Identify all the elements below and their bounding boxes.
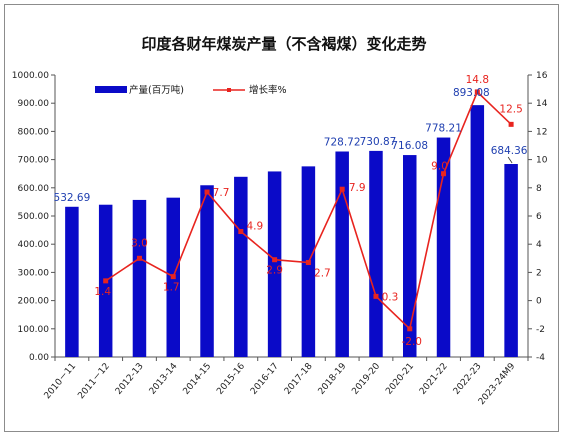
line-data-label: -2.0 (402, 336, 423, 348)
y-right-tick-label: 14 (536, 99, 548, 109)
x-tick-label: 2015-16 (215, 361, 247, 396)
bar (335, 151, 349, 357)
y-left-tick-label: 0.00 (29, 353, 49, 363)
y-right-tick-label: 4 (536, 240, 542, 250)
bar-data-label: 893.08 (453, 87, 490, 99)
x-tick-label: 2011－12 (76, 362, 112, 402)
legend-bar-swatch (95, 86, 127, 93)
line-data-label: 0.3 (382, 291, 399, 303)
x-tick-label: 2020-21 (384, 362, 416, 397)
legend-line-marker (227, 88, 231, 92)
y-right-tick-label: -2 (536, 325, 545, 335)
line-point (305, 260, 311, 266)
line-point (170, 274, 176, 280)
y-right-tick-label: 16 (536, 71, 548, 81)
line-data-label: 1.7 (163, 282, 180, 294)
x-tick-label: 2016-17 (249, 362, 281, 397)
x-tick-label: 2019-20 (350, 361, 382, 396)
bar-series (65, 105, 518, 357)
legend-line-label: 增长率% (249, 84, 287, 96)
line-point (508, 121, 514, 127)
bar (470, 105, 485, 357)
y-left-tick-label: 400.00 (18, 240, 50, 250)
line-point (407, 326, 413, 332)
bar (504, 164, 518, 357)
bar (234, 176, 248, 357)
line-data-label: 12.5 (499, 103, 522, 115)
line-data-label: 1.4 (94, 286, 111, 298)
y-right-tick-label: 0 (536, 297, 542, 307)
x-tick-label: 2022-23 (452, 362, 484, 397)
line-point (238, 229, 244, 235)
y-right-tick-label: 10 (536, 156, 548, 166)
line-data-label: 2.9 (266, 265, 283, 277)
bar-data-label: 778.21 (425, 123, 462, 135)
line-data-label: 4.9 (246, 221, 263, 233)
bar-data-label: 728.72 (324, 137, 361, 149)
line-point (474, 89, 480, 95)
line-point (272, 257, 278, 263)
line-data-label: 9.0 (431, 161, 448, 173)
bar (369, 150, 383, 357)
bar-label-leader (507, 156, 513, 164)
line-data-label: 2.7 (314, 268, 331, 280)
y-left-tick-label: 500.00 (18, 212, 50, 222)
line-data-label: 7.7 (213, 187, 230, 199)
y-left-tick-label: 600.00 (18, 184, 50, 194)
line-data-label: 7.9 (349, 182, 366, 194)
y-right-tick-label: 2 (536, 268, 542, 278)
y-right-tick-label: -4 (536, 353, 545, 363)
x-tick-label: 2021-22 (418, 362, 450, 397)
y-left-tick-label: 200.00 (18, 297, 50, 307)
bar (267, 171, 282, 357)
bar (200, 185, 214, 357)
bar-data-label: 532.69 (54, 192, 91, 204)
line-point (339, 186, 345, 192)
x-tick-label: 2010－11 (43, 362, 79, 402)
x-tick-label: 2013-14 (148, 361, 180, 396)
y-left-tick-label: 900.00 (18, 99, 50, 109)
y-left-tick-label: 800.00 (18, 127, 50, 137)
chart-frame: 印度各财年煤炭产量（不含褐煤）变化走势 0.00 100.00 200.00 300.… (4, 4, 559, 432)
line-point (136, 255, 142, 261)
bar (403, 155, 417, 357)
y-right-tick-label: 8 (536, 184, 542, 194)
x-tick-label: 2014-15 (181, 362, 213, 397)
y-right-tick-label: 12 (536, 127, 547, 137)
y-left-tick-label: 1000.00 (12, 71, 49, 81)
bar (65, 206, 79, 357)
line-point (204, 189, 210, 195)
line-series (103, 89, 514, 332)
bar (132, 199, 147, 357)
coal-production-chart: 印度各财年煤炭产量（不含褐煤）变化走势 0.00 100.00 200.00 300.… (12, 35, 548, 407)
bar-data-label: 730.87 (360, 136, 397, 148)
line-point (103, 278, 109, 284)
y-right-tick-label: 6 (536, 212, 542, 222)
y-left-tick-label: 700.00 (18, 156, 50, 166)
legend-bar-label: 产量(百万吨) (129, 84, 184, 96)
x-tick-label: 2017-18 (283, 361, 315, 396)
chart-title: 印度各财年煤炭产量（不含褐煤）变化走势 (141, 35, 426, 53)
bar-data-label: 716.08 (391, 140, 428, 152)
y-left-tick-label: 100.00 (18, 325, 50, 335)
line-point (373, 293, 379, 299)
line-data-label: 3.0 (131, 237, 148, 249)
y-left-tick-label: 300.00 (18, 268, 50, 278)
line-point (441, 171, 447, 177)
line-data-label: 14.8 (466, 74, 489, 86)
x-tick-label: 2018-19 (317, 361, 349, 396)
legend: 产量(百万吨) 增长率% (95, 84, 287, 96)
x-tick-label: 2012-13 (114, 362, 146, 397)
bar-data-label: 684.36 (491, 145, 528, 157)
